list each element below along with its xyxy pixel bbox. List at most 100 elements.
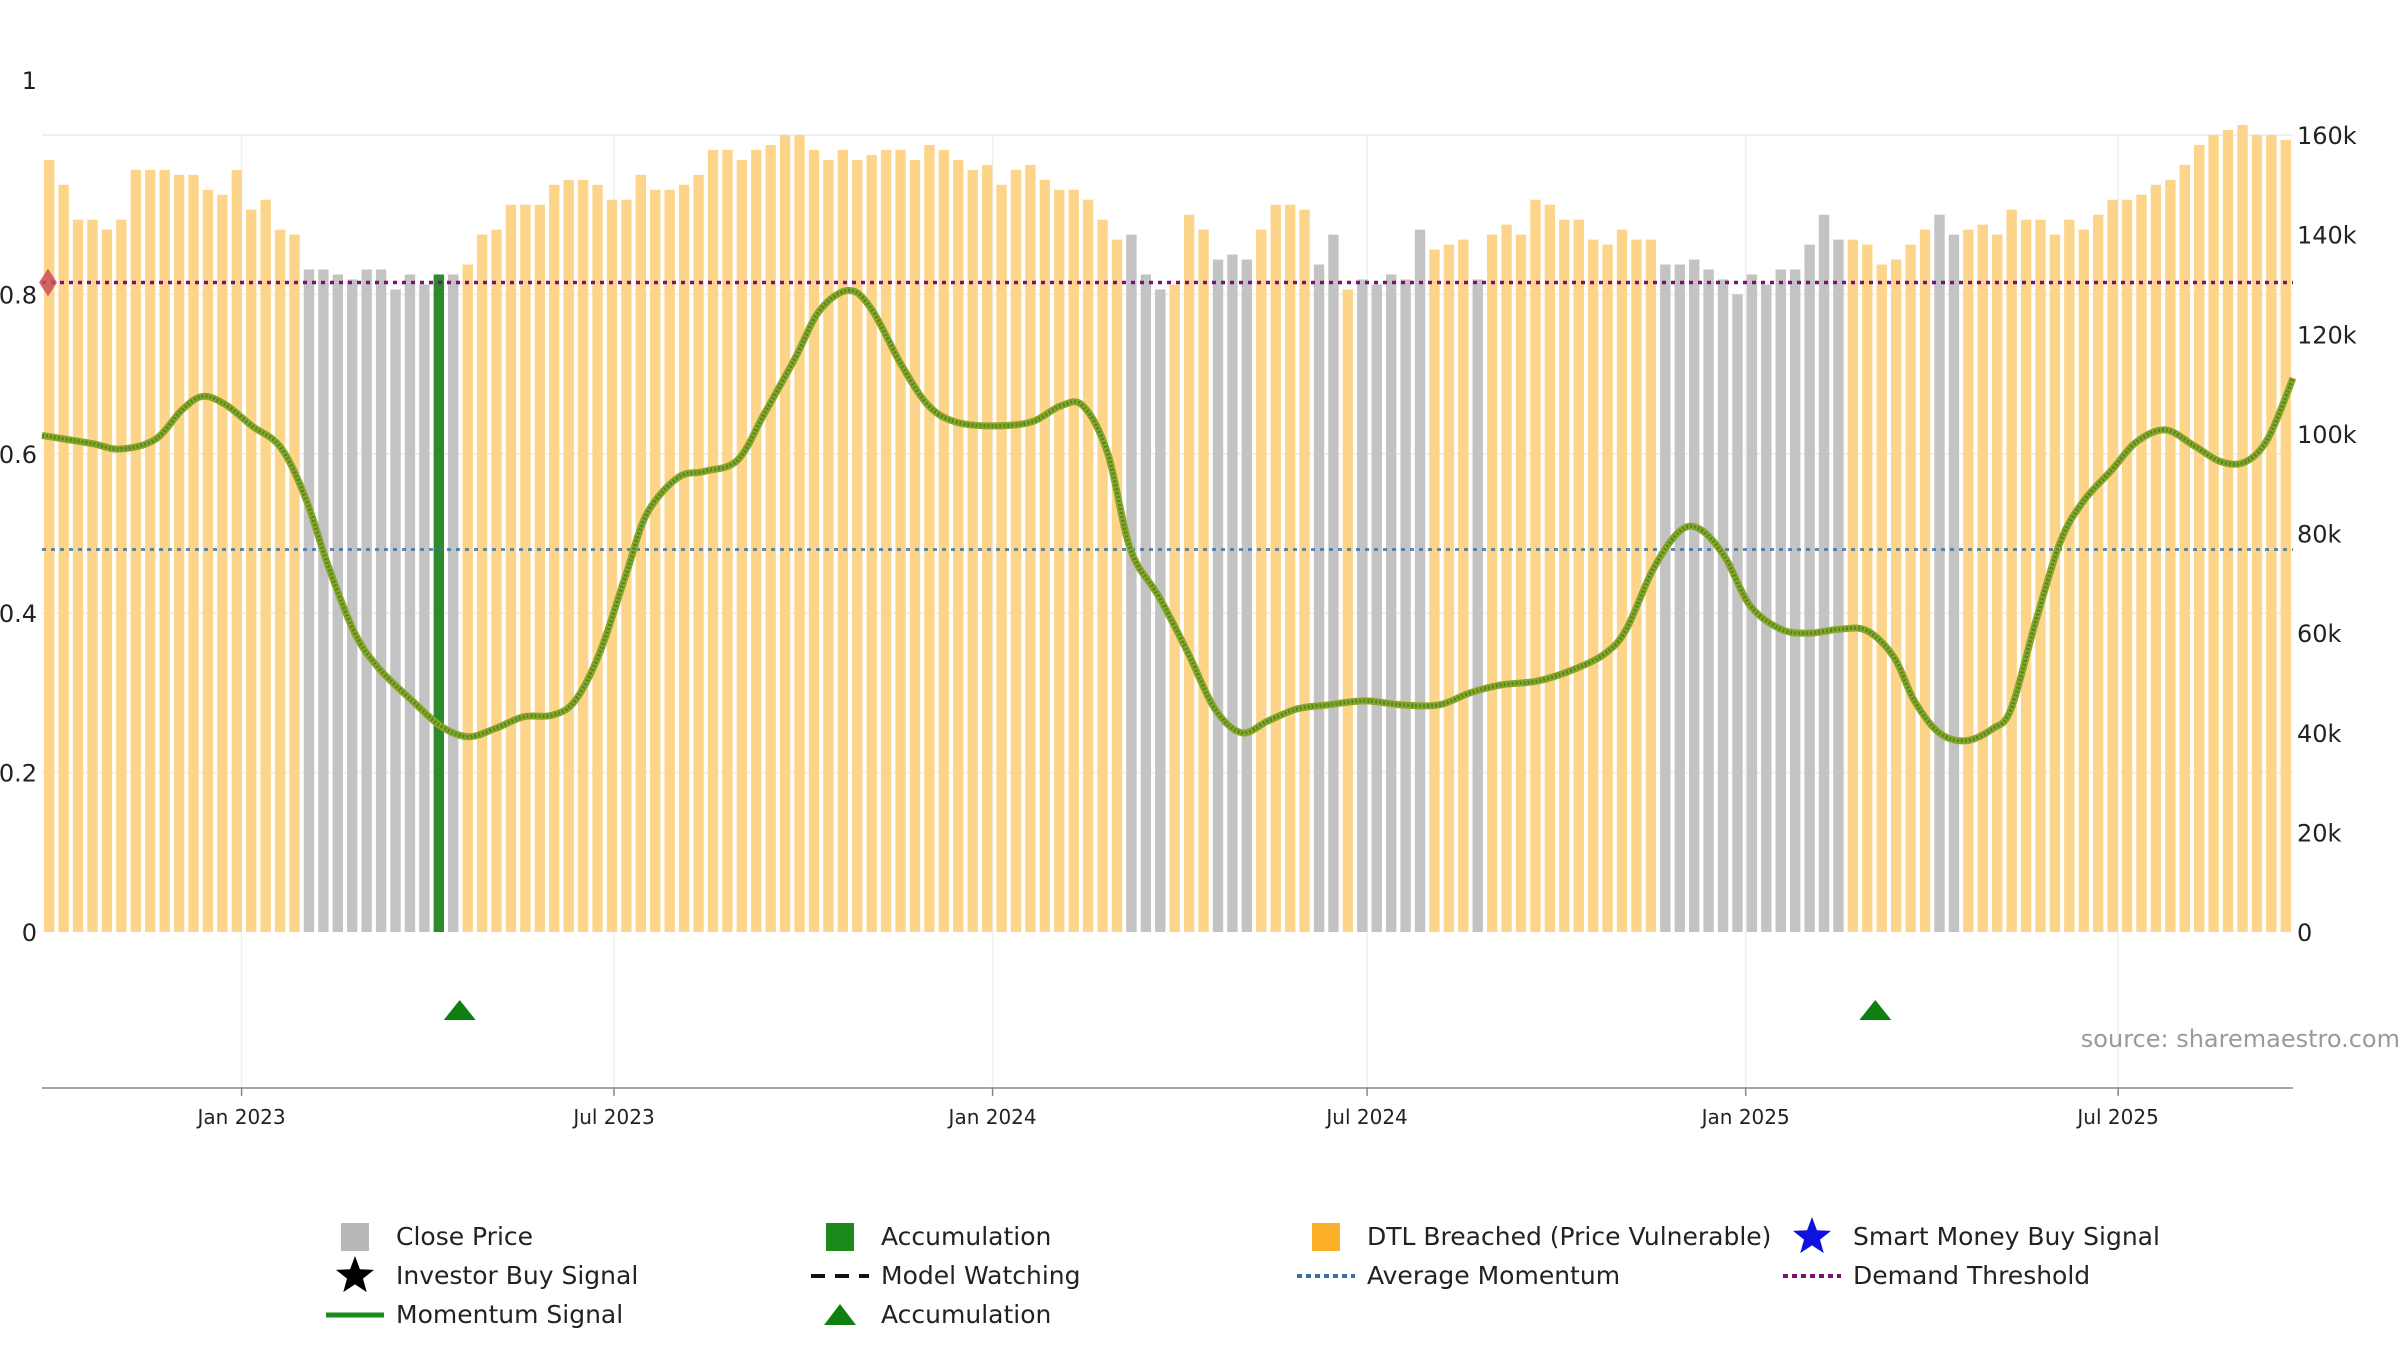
close-price-bar — [1660, 264, 1671, 932]
right-tick-label: 140k — [2297, 222, 2357, 250]
x-tick-label: Jul 2024 — [1324, 1105, 1407, 1129]
dtl-breached-bar — [44, 159, 55, 932]
close-price-bar — [1948, 234, 1960, 932]
legend-label: Accumulation — [881, 1222, 1051, 1251]
dtl-breached-bar — [678, 184, 690, 932]
dtl-breached-bar — [1501, 224, 1512, 933]
dtl-breached-bar — [635, 174, 647, 933]
dtl-breached-bar — [823, 159, 834, 932]
dtl-breached-bar — [1977, 224, 1988, 933]
legend-label: Accumulation — [881, 1300, 1051, 1329]
close-price-bar — [1789, 269, 1801, 932]
left-tick-label: 1 — [22, 67, 37, 95]
dtl-breached-bar — [462, 264, 473, 932]
dtl-breached-bar — [231, 169, 242, 932]
close-price-bar — [1818, 214, 1830, 932]
dtl-breached-bar — [188, 174, 199, 933]
dtl-breached-bar — [2194, 144, 2205, 932]
dtl-breached-bar — [577, 179, 589, 933]
dtl-breached-bar — [1905, 244, 1916, 932]
close-price-bar — [361, 269, 372, 932]
left-tick-label: 0.6 — [0, 441, 37, 469]
dtl-breached-bar — [2165, 179, 2176, 933]
legend-label: Close Price — [396, 1222, 533, 1251]
dtl-breached-bar — [274, 229, 286, 933]
dtl-breached-bar — [2251, 135, 2263, 932]
dtl-breached-bar — [1342, 289, 1354, 932]
left-tick-label: 0.4 — [0, 600, 37, 628]
axes: Jan 2023 Jul 2023 Jan 2024 Jul 2024 Jan 2025… — [0, 67, 2357, 1129]
dtl-breached-bar — [1082, 199, 1094, 933]
dtl-breached-bar — [765, 144, 776, 932]
legend-item: Momentum Signal — [326, 1300, 623, 1329]
dtl-breached-bar — [1602, 244, 1613, 932]
right-tick-label: 160k — [2297, 122, 2357, 150]
close-price-bar — [375, 269, 387, 932]
dtl-breached-bar — [2237, 125, 2248, 933]
dtl-breached-bar — [1458, 239, 1469, 932]
dtl-breached-bar — [246, 209, 257, 932]
dtl-breached-bar — [1429, 249, 1440, 933]
x-tick-label: Jan 2023 — [196, 1105, 286, 1129]
accumulation-markers — [443, 1000, 1892, 1020]
start-diamond-marker — [39, 268, 57, 297]
dtl-breached-bar — [606, 199, 618, 933]
legend-label: Average Momentum — [1367, 1261, 1620, 1290]
close-price-bar — [1761, 284, 1772, 932]
close-price-bar — [1703, 269, 1714, 932]
dtl-breached-bar — [2078, 229, 2089, 933]
dtl-breached-bar — [2222, 130, 2234, 933]
dtl-breached-bar — [852, 159, 863, 932]
dtl-breached-bar — [1198, 229, 1209, 933]
legend-label: Demand Threshold — [1853, 1261, 2090, 1290]
close-price-bar — [1385, 274, 1397, 933]
legend-label: DTL Breached (Price Vulnerable) — [1367, 1222, 1771, 1251]
right-tick-label: 0 — [2297, 919, 2312, 947]
close-price-bar — [1126, 234, 1137, 932]
close-price-bar — [1371, 284, 1382, 932]
dtl-breached-bar — [664, 189, 675, 932]
dtl-breached-bar — [722, 149, 733, 933]
close-price-bar — [1227, 254, 1238, 933]
x-tick-label: Jul 2023 — [571, 1105, 654, 1129]
dtl-breached-bar — [2093, 214, 2104, 932]
dtl-breached-bar — [1256, 229, 1267, 933]
legend-label: Model Watching — [881, 1261, 1081, 1290]
right-tick-label: 40k — [2297, 720, 2342, 748]
dtl-breached-bar — [2107, 199, 2118, 933]
dtl-breached-bar — [650, 189, 661, 932]
dtl-breached-bar — [1876, 264, 1887, 932]
close-price-bar — [1155, 289, 1166, 932]
dtl-breached-bar — [1890, 259, 1902, 932]
dtl-breached-bar — [707, 149, 719, 933]
dtl-breached-bar — [736, 159, 748, 932]
dtl-breached-bar — [1963, 229, 1974, 933]
dtl-breached-bar — [1054, 189, 1065, 932]
close-price-bar — [1804, 244, 1815, 932]
close-price-bar — [347, 279, 358, 932]
legend-item: Close Price — [341, 1222, 533, 1251]
close-price-bar — [1241, 259, 1253, 932]
close-price-bar — [1212, 259, 1224, 932]
close-price-bar — [318, 269, 329, 932]
source-label: source: sharemaestro.com — [2081, 1025, 2400, 1053]
volume-bars — [44, 125, 2291, 933]
legend-label: Investor Buy Signal — [396, 1261, 638, 1290]
dtl-breached-bar — [1025, 164, 1036, 932]
legend-orange-square-icon — [1312, 1223, 1340, 1251]
close-price-bar — [1688, 259, 1700, 932]
dtl-breached-bar — [794, 135, 805, 932]
dtl-breached-bar — [2266, 135, 2277, 932]
dtl-breached-bar — [87, 219, 98, 932]
accumulation-triangle — [1859, 1000, 1892, 1020]
legend-item: Average Momentum — [1297, 1261, 1620, 1290]
close-price-bar — [332, 274, 343, 933]
dtl-breached-bar — [924, 144, 935, 932]
dtl-breached-bar — [260, 199, 271, 933]
dtl-breached-bar — [1284, 204, 1296, 933]
dtl-breached-bar — [880, 149, 892, 933]
left-tick-label: 0.2 — [0, 760, 37, 788]
dtl-breached-bar — [476, 234, 488, 932]
dtl-breached-bar — [173, 174, 185, 933]
